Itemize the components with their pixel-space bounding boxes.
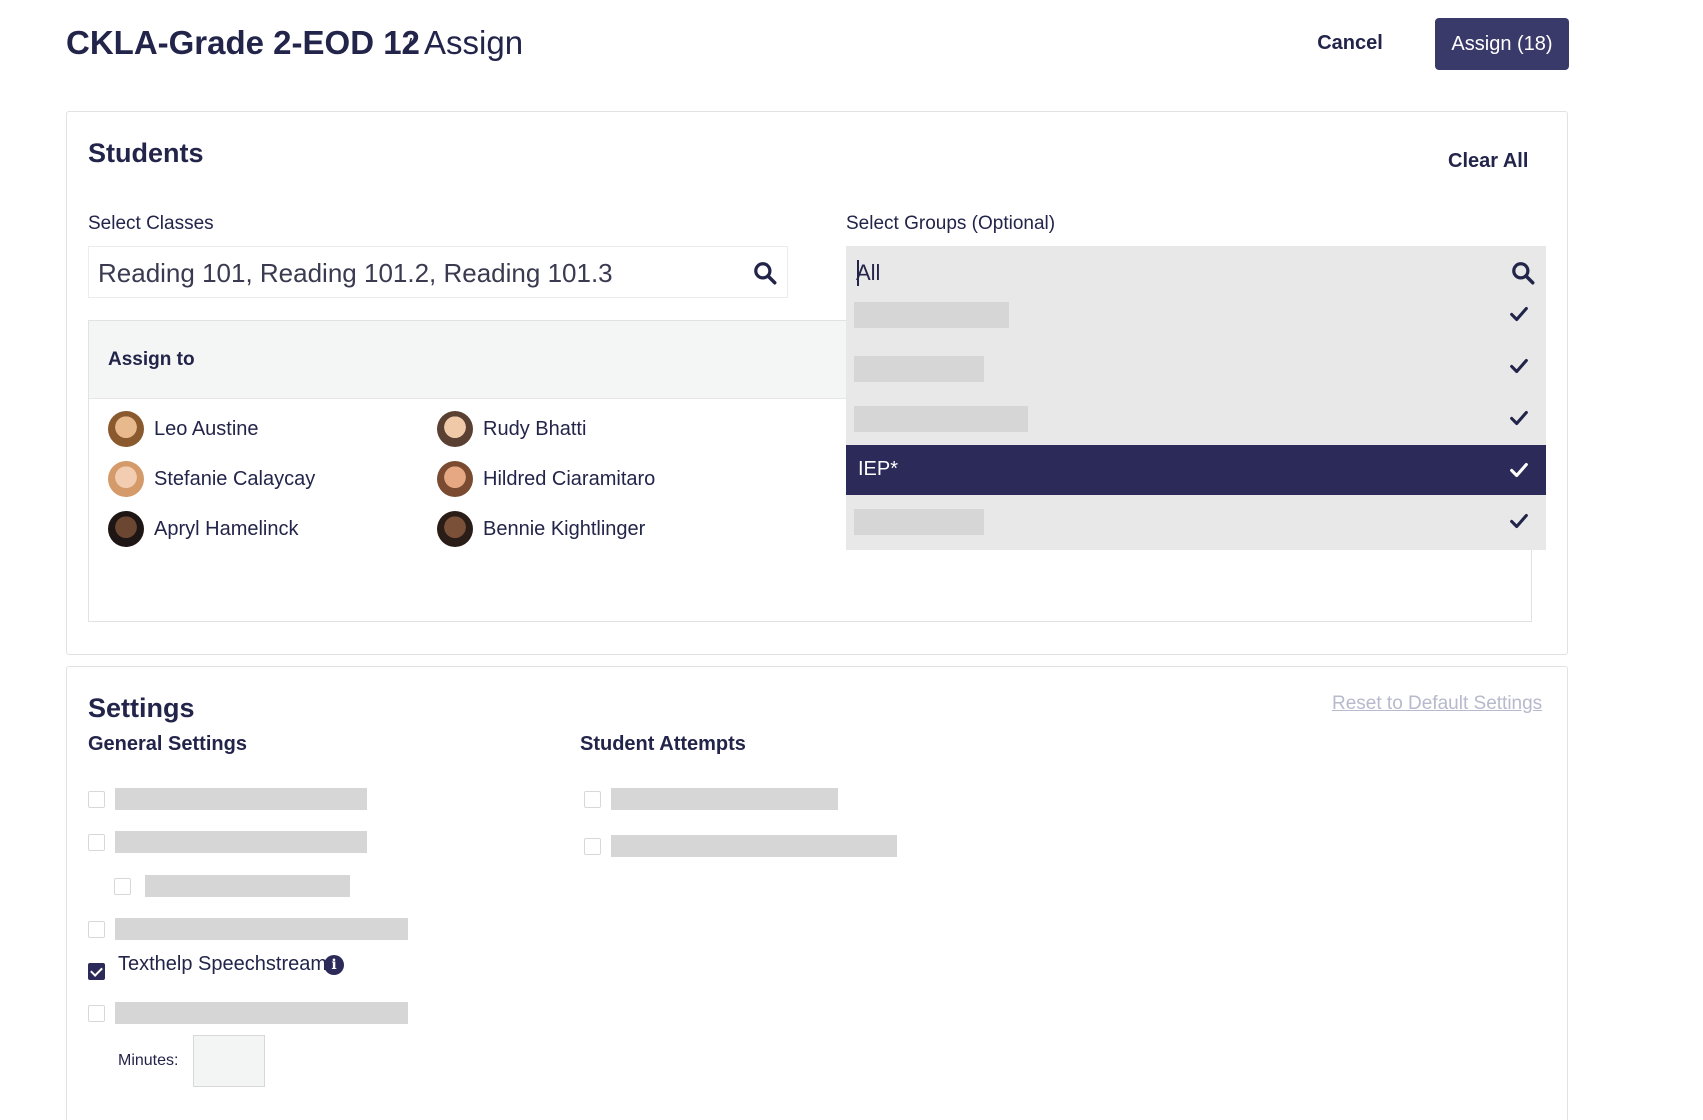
students-heading: Students xyxy=(88,138,204,168)
student-item[interactable]: Leo Austine xyxy=(108,410,259,448)
page-title: CKLA-Grade 2-EOD 12 xyxy=(66,24,420,61)
minutes-label: Minutes: xyxy=(118,1052,179,1069)
redacted-label xyxy=(115,918,408,940)
student-name: Hildred Ciaramitaro xyxy=(483,467,656,490)
text-cursor xyxy=(857,260,859,286)
minutes-input[interactable] xyxy=(193,1035,265,1087)
redacted-label xyxy=(854,509,984,535)
select-classes-label: Select Classes xyxy=(88,213,214,234)
attempt-checkbox[interactable] xyxy=(584,791,601,808)
student-name: Apryl Hamelinck xyxy=(154,517,299,540)
avatar xyxy=(108,411,144,447)
student-name: Bennie Kightlinger xyxy=(483,517,646,540)
student-name: Leo Austine xyxy=(154,417,259,440)
student-item[interactable]: Stefanie Calaycay xyxy=(108,460,315,498)
student-attempts-label: Student Attempts xyxy=(580,733,746,755)
select-classes-input[interactable] xyxy=(88,246,788,298)
redacted-label xyxy=(145,875,350,897)
setting-checkbox[interactable] xyxy=(88,1005,105,1022)
breadcrumb-separator: / xyxy=(406,34,413,59)
redacted-label xyxy=(854,302,1009,328)
check-icon xyxy=(1510,410,1528,426)
redacted-label xyxy=(115,831,367,853)
assign-button[interactable]: Assign (18) xyxy=(1435,18,1569,70)
avatar xyxy=(437,511,473,547)
redacted-label xyxy=(611,788,838,810)
info-icon[interactable]: i xyxy=(324,955,344,975)
select-groups-value: All xyxy=(856,260,881,285)
setting-checkbox[interactable] xyxy=(88,791,105,808)
cancel-button[interactable]: Cancel xyxy=(1290,18,1410,68)
redacted-label xyxy=(611,835,897,857)
group-option[interactable] xyxy=(846,393,1546,443)
reset-default-settings-link[interactable]: Reset to Default Settings xyxy=(1332,693,1543,714)
student-name: Stefanie Calaycay xyxy=(154,467,316,490)
student-item[interactable]: Rudy Bhatti xyxy=(437,410,586,448)
check-icon xyxy=(1510,513,1528,529)
check-icon xyxy=(1510,306,1528,322)
redacted-label xyxy=(115,1002,408,1024)
student-name: Rudy Bhatti xyxy=(483,417,587,440)
select-groups-label: Select Groups (Optional) xyxy=(846,213,1056,234)
check-icon xyxy=(1510,462,1528,478)
group-option-selected[interactable]: IEP* xyxy=(846,445,1546,495)
setting-checkbox[interactable] xyxy=(88,921,105,938)
group-option[interactable] xyxy=(846,496,1546,546)
page-subtitle: Assign xyxy=(424,24,524,61)
avatar xyxy=(437,411,473,447)
clear-all-button[interactable]: Clear All xyxy=(1448,150,1529,172)
attempt-checkbox[interactable] xyxy=(584,838,601,855)
group-option[interactable] xyxy=(846,298,1546,334)
student-item[interactable]: Bennie Kightlinger xyxy=(437,510,645,548)
assign-to-label: Assign to xyxy=(108,349,195,370)
avatar xyxy=(108,511,144,547)
student-item[interactable]: Hildred Ciaramitaro xyxy=(437,460,655,498)
speechstream-checkbox[interactable] xyxy=(88,963,105,980)
avatar xyxy=(437,461,473,497)
setting-checkbox[interactable] xyxy=(114,878,131,895)
group-option[interactable] xyxy=(846,343,1546,393)
speechstream-label: Texthelp Speechstream xyxy=(118,953,328,975)
select-groups-input[interactable] xyxy=(846,246,1546,298)
setting-checkbox[interactable] xyxy=(88,834,105,851)
search-icon[interactable] xyxy=(1510,260,1536,286)
redacted-label xyxy=(854,356,984,382)
search-icon[interactable] xyxy=(752,260,778,286)
check-icon xyxy=(1510,358,1528,374)
avatar xyxy=(108,461,144,497)
select-classes-value: Reading 101, Reading 101.2, Reading 101.… xyxy=(98,258,613,288)
settings-heading: Settings xyxy=(88,693,195,723)
redacted-label xyxy=(115,788,367,810)
student-item[interactable]: Apryl Hamelinck xyxy=(108,510,298,548)
group-option-label: IEP* xyxy=(858,458,899,480)
general-settings-label: General Settings xyxy=(88,733,247,755)
redacted-label xyxy=(854,406,1028,432)
